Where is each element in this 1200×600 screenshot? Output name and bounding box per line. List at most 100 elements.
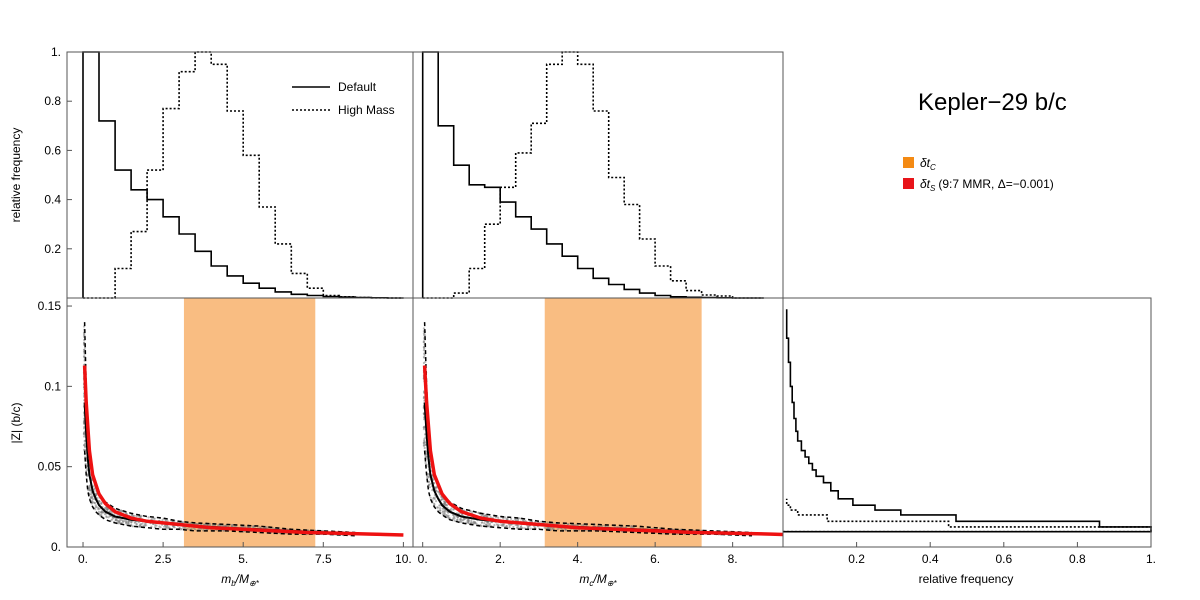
scatter-point [145, 524, 148, 527]
scatter-point [140, 514, 143, 517]
scatter-point [434, 486, 437, 489]
scatter-point [422, 346, 425, 349]
scatter-point [179, 528, 182, 531]
scatter-point [422, 361, 425, 365]
y-tick-label: 0.05 [38, 460, 62, 474]
scatter-point [630, 525, 633, 528]
scatter-point [512, 525, 515, 529]
scatter-point [462, 517, 465, 520]
scatter-point [209, 522, 212, 525]
scatter-point [133, 521, 136, 524]
y-tick-label: 0.1 [44, 379, 61, 393]
scatter-point [422, 397, 425, 400]
scatter-point [124, 511, 128, 515]
scatter-point [485, 523, 488, 526]
scatter-point [439, 507, 442, 510]
dtc-region-mc [544, 298, 702, 547]
x-tick-label: 2. [495, 552, 505, 566]
scatter-point [423, 433, 427, 436]
scatter-point [121, 519, 124, 523]
legend-tc-label: δtC [920, 156, 936, 172]
scatter-point [473, 522, 476, 525]
scatter-point [438, 504, 441, 507]
scatter-point [82, 422, 86, 425]
scatter-point [639, 526, 642, 530]
scatter-point [114, 519, 117, 522]
scatter-point [483, 515, 486, 518]
scatter-point [432, 496, 436, 499]
scatter-point [580, 524, 583, 527]
scatter-point [565, 529, 568, 532]
ylabel-hist: relative frequency [9, 128, 23, 223]
scatter-point [495, 523, 498, 526]
x-tick-label: 7.5 [315, 552, 332, 566]
scatter-point [102, 510, 105, 514]
scatter-point [495, 516, 498, 519]
dts-curve-mc [422, 365, 784, 537]
hist-mc-default [421, 51, 764, 299]
scatter-point [504, 516, 507, 519]
scatter-point [166, 526, 169, 529]
scatter-point [445, 514, 448, 517]
scatter-point [466, 519, 469, 522]
scatter-point [125, 520, 128, 523]
dts-curve-mb [82, 365, 404, 537]
scatter-point [422, 341, 425, 344]
x-tick-label: 0. [418, 552, 428, 566]
scatter-point [584, 529, 587, 532]
scatter-point [601, 524, 604, 527]
scatter-point [429, 496, 432, 499]
scatter-point [443, 502, 446, 505]
scatter-point [125, 522, 128, 525]
scatter-point [439, 509, 442, 512]
dtc-region-mb [183, 298, 316, 547]
scatter-point [470, 519, 473, 523]
scatter-point [424, 443, 427, 446]
scatter-point [423, 353, 426, 357]
scatter-point [242, 525, 245, 528]
hist-mc-high-mass [422, 51, 764, 299]
scatter-point [543, 526, 546, 529]
scatter-point [459, 518, 462, 521]
scatter-point [422, 442, 425, 445]
scatter-point [460, 520, 463, 524]
x-tick-label: 0.6 [995, 552, 1012, 566]
scatter-point [114, 517, 117, 520]
xlabel-relfreq: relative frequency [919, 572, 1014, 586]
scatter-point [135, 514, 138, 518]
scatter-point [529, 527, 532, 530]
scatter-point [94, 504, 97, 507]
scatter-point [435, 500, 438, 503]
scatter-point [467, 521, 470, 525]
scatter-point [441, 511, 444, 514]
scatter-point [508, 526, 511, 529]
scatter-point [158, 525, 161, 528]
xlabel-mc: mc/M⊕* [579, 572, 617, 588]
region-legend: δtC δtS (9:7 MMR, Δ=−0.001) [903, 156, 1054, 193]
scatter-point [567, 522, 570, 526]
y-tick-label: 0.6 [44, 143, 61, 157]
scatter-point [445, 504, 448, 507]
scatter-point [483, 522, 486, 525]
hist-mb-high-mass [83, 51, 404, 299]
scatter-point [105, 516, 108, 519]
scatter-point [578, 529, 581, 532]
scatter-point [424, 461, 427, 465]
y-tick-label: 0. [51, 540, 61, 554]
legend-ts-label: δtS (9:7 MMR, Δ=−0.001) [920, 177, 1054, 193]
scatter-point [94, 506, 97, 509]
scatter-point [92, 501, 95, 504]
x-tick-label: 0. [78, 552, 88, 566]
scatter-point [100, 502, 103, 505]
hist-z-default [783, 309, 1152, 533]
axis-ticks: 0. 2.5 5. 7.5 10. 0. 2. 4. 6. 8. 0.2 0.4 0.6 0.8 1. 0.2… [38, 45, 1156, 566]
scatter-point [540, 520, 543, 523]
scatter-point [84, 448, 87, 451]
scatter-point [487, 523, 490, 526]
scatter-point [452, 516, 455, 519]
scatter-point [423, 440, 426, 443]
scatter-point [130, 521, 133, 524]
scatter-point [510, 517, 513, 521]
scatter-point [503, 523, 506, 526]
x-tick-label: 8. [728, 552, 738, 566]
